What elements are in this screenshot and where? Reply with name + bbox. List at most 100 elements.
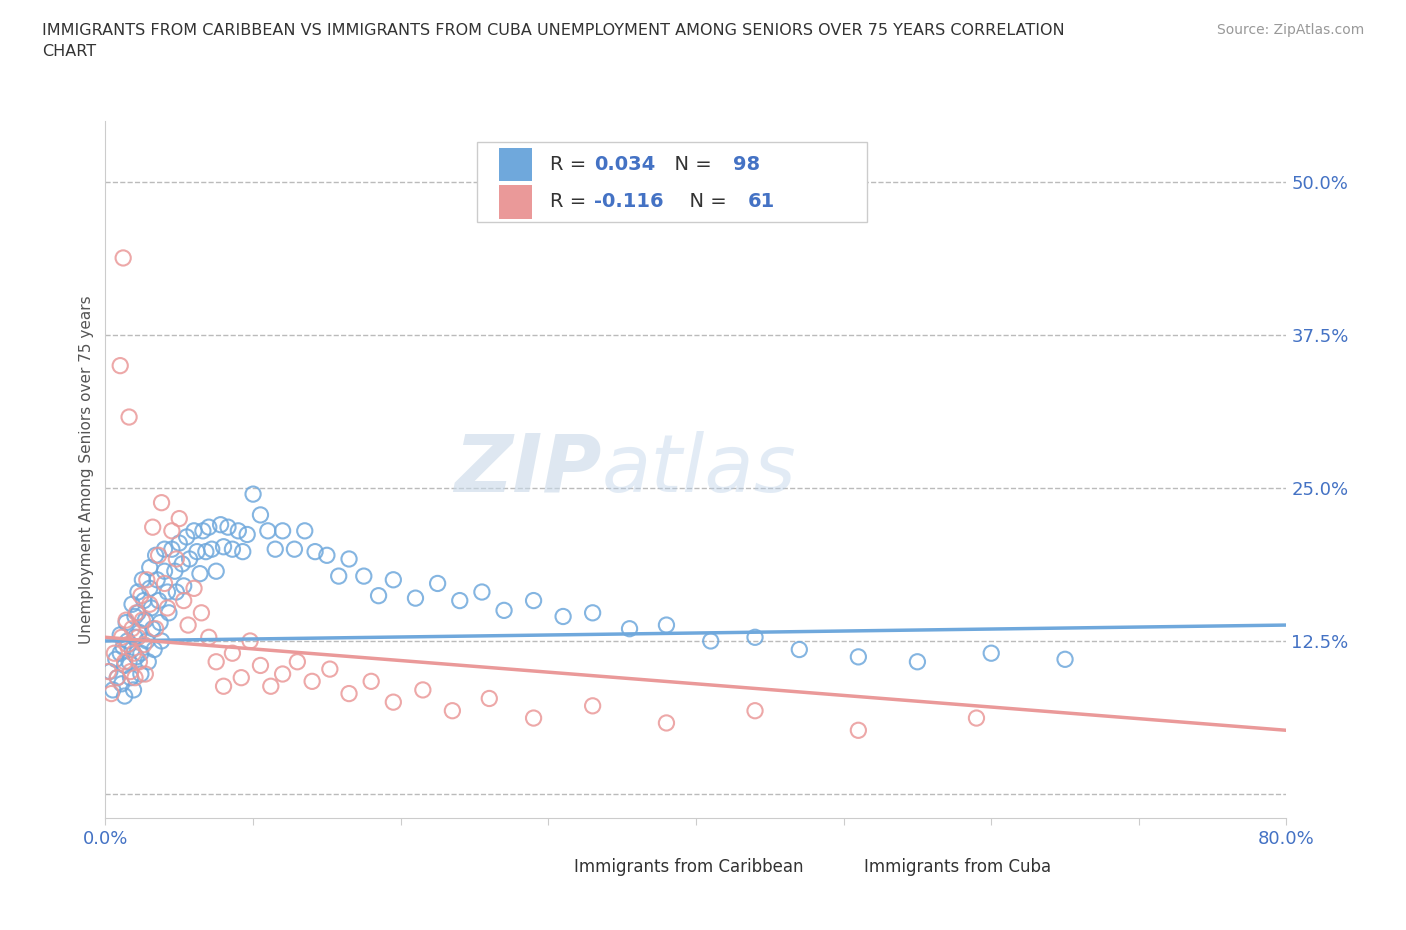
Point: [190, 605, 212, 620]
Point: [121, 621, 143, 636]
Text: R =: R =: [550, 154, 592, 174]
Bar: [499, 148, 531, 181]
Point: [121, 642, 143, 657]
Point: [115, 613, 138, 628]
Point: [471, 585, 494, 600]
Point: [271, 667, 294, 682]
Point: [846, 649, 869, 664]
Point: [132, 593, 155, 608]
Point: [117, 633, 139, 648]
Point: [271, 524, 294, 538]
Text: Immigrants from Cuba: Immigrants from Cuba: [863, 858, 1050, 876]
Text: N =: N =: [678, 193, 733, 211]
Point: [787, 642, 810, 657]
Point: [112, 250, 135, 265]
Point: [157, 605, 180, 620]
Point: [412, 683, 434, 698]
Point: [141, 601, 163, 616]
Bar: [499, 185, 531, 219]
Point: [143, 642, 166, 657]
Point: [169, 536, 191, 551]
Point: [169, 512, 191, 526]
Point: [129, 589, 152, 604]
Point: [183, 524, 205, 538]
Point: [118, 655, 141, 670]
Point: [212, 539, 235, 554]
Point: [315, 548, 337, 563]
Point: [367, 589, 389, 604]
Point: [114, 658, 136, 673]
Text: 98: 98: [733, 154, 759, 174]
Point: [114, 655, 136, 670]
Point: [846, 723, 869, 737]
Point: [523, 711, 546, 725]
Point: [478, 691, 501, 706]
Point: [228, 524, 250, 538]
Text: Immigrants from Caribbean: Immigrants from Caribbean: [574, 858, 804, 876]
Point: [197, 630, 219, 644]
Point: [124, 609, 146, 624]
Point: [138, 581, 162, 596]
Bar: [478, 142, 868, 222]
Text: N =: N =: [662, 154, 717, 174]
Point: [337, 551, 360, 566]
Point: [582, 605, 605, 620]
Point: [142, 621, 165, 636]
Point: [115, 615, 138, 630]
Point: [236, 527, 259, 542]
Point: [160, 542, 183, 557]
Point: [97, 664, 120, 679]
Point: [699, 633, 723, 648]
Point: [110, 628, 132, 643]
Point: [120, 664, 142, 679]
Point: [105, 671, 128, 685]
Point: [1054, 652, 1077, 667]
Point: [382, 572, 405, 587]
Point: [112, 640, 135, 655]
Point: [135, 633, 157, 648]
Point: [114, 688, 136, 703]
Point: [551, 609, 574, 624]
Point: [150, 496, 173, 511]
Point: [148, 548, 170, 563]
Text: R =: R =: [550, 193, 592, 211]
Point: [205, 655, 228, 670]
Point: [260, 679, 283, 694]
Point: [165, 585, 187, 600]
Point: [337, 686, 360, 701]
Point: [156, 601, 179, 616]
Point: [145, 548, 167, 563]
Point: [138, 560, 162, 575]
Point: [264, 542, 287, 557]
Point: [127, 605, 149, 620]
Point: [125, 649, 148, 664]
Bar: [832, 854, 858, 882]
Point: [129, 667, 152, 682]
Point: [121, 597, 143, 612]
Point: [907, 655, 929, 670]
Point: [173, 578, 195, 593]
Point: [127, 630, 149, 644]
Point: [965, 711, 987, 725]
Point: [426, 576, 449, 591]
Point: [209, 517, 232, 532]
Point: [134, 613, 156, 628]
Point: [100, 686, 122, 701]
Point: [122, 683, 145, 698]
Point: [523, 593, 546, 608]
Point: [127, 585, 149, 600]
Point: [242, 486, 264, 501]
Point: [655, 715, 678, 730]
Point: [98, 664, 121, 679]
Point: [232, 544, 254, 559]
Point: [294, 524, 316, 538]
Point: [179, 551, 201, 566]
Point: [360, 674, 382, 689]
Point: [186, 544, 208, 559]
Point: [129, 645, 152, 660]
Text: 0.034: 0.034: [595, 154, 655, 174]
Point: [239, 633, 262, 648]
Point: [145, 621, 167, 636]
Point: [980, 645, 1002, 660]
Point: [304, 544, 326, 559]
